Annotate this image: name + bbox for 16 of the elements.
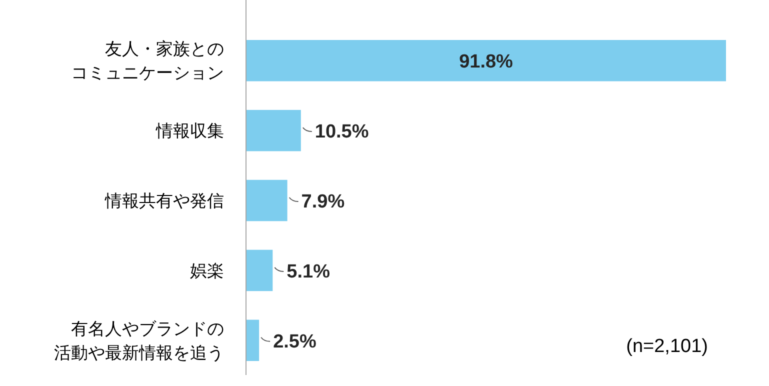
y-tick-label: 情報共有や発信 bbox=[104, 192, 224, 210]
y-tick-label: 情報収集 bbox=[155, 122, 224, 141]
bar bbox=[246, 40, 726, 82]
data-label: 5.1% bbox=[286, 261, 330, 282]
bar bbox=[246, 320, 260, 362]
y-tick-label: 娯楽 bbox=[190, 261, 224, 280]
annotation: (n=2,101) bbox=[626, 336, 708, 357]
data-label: 10.5% bbox=[314, 122, 369, 143]
data-label: 2.5% bbox=[273, 331, 316, 352]
data-label: 7.9% bbox=[301, 192, 345, 212]
bar bbox=[246, 250, 273, 292]
data-label: 91.8% bbox=[459, 52, 514, 73]
bar bbox=[246, 110, 301, 152]
y-tick-label: 有名人やブランドの活動や最新情報を追う bbox=[54, 319, 224, 362]
y-tick-label: 友人・家族とのコミュニケーション bbox=[71, 40, 224, 83]
bar bbox=[246, 180, 288, 222]
